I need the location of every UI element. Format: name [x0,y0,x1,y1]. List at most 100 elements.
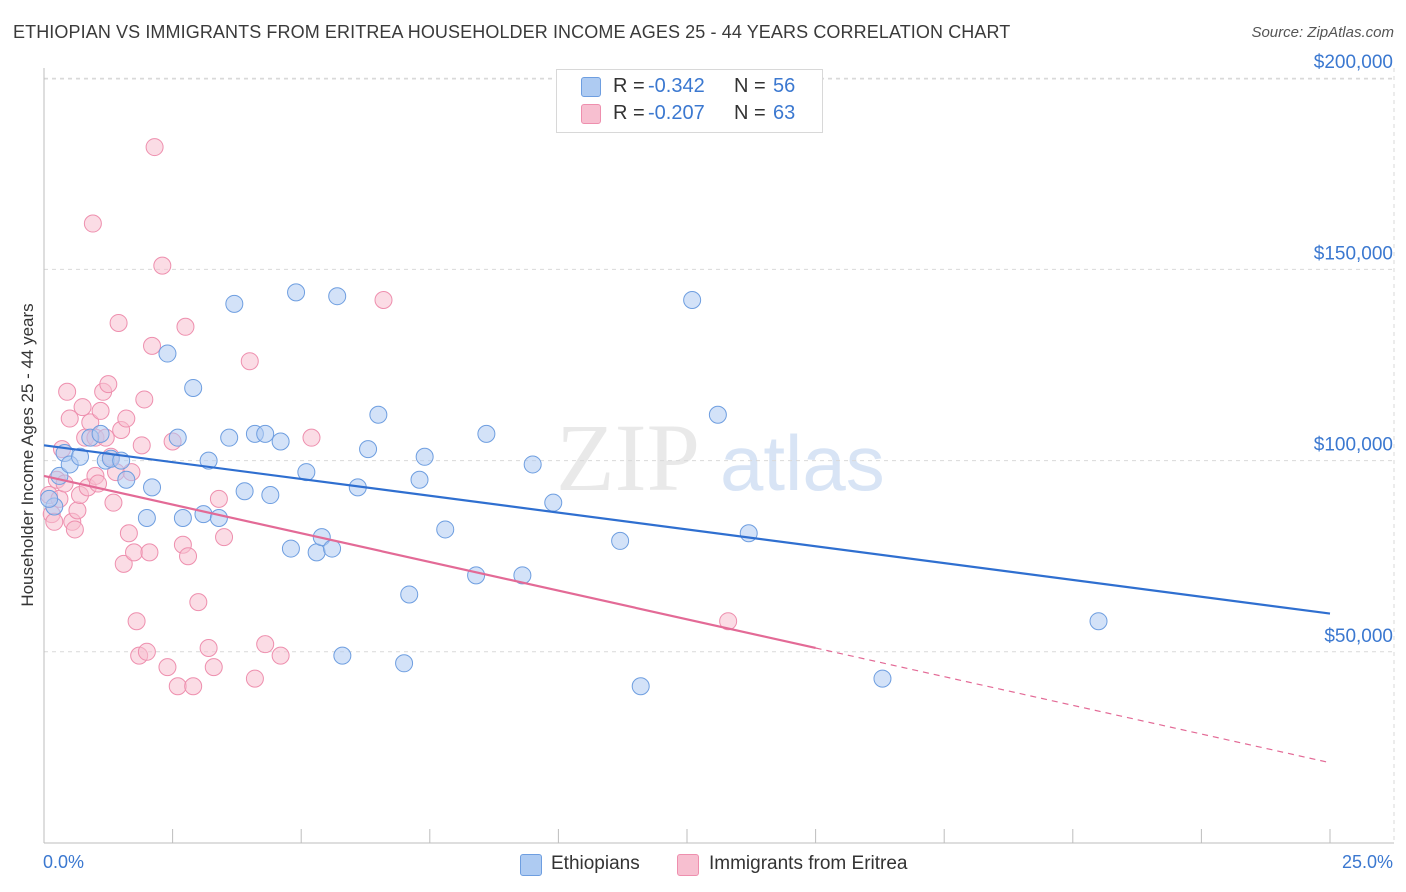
y-tick-label: $100,000 [1314,435,1393,456]
data-point-eritrea [209,489,228,508]
legend-n-label: N = [734,75,766,97]
data-point-ethiopian [467,566,486,585]
y-tick-labels: $50,000 $100,000 $150,000 $200,000 [1314,52,1393,647]
data-point-eritrea [45,512,64,531]
data-point-ethiopian [71,447,90,466]
data-point-eritrea [374,291,393,310]
legend-row-eritrea: R = -0.207 N = 63 [557,101,822,127]
data-point-ethiopian [359,440,378,459]
data-point-eritrea [125,543,144,562]
data-point-ethiopian [271,432,290,451]
data-point-ethiopian [544,493,563,512]
data-point-ethiopian [631,677,650,696]
data-point-eritrea [240,352,259,371]
source-attribution: Source: ZipAtlas.com [1251,24,1394,41]
data-point-ethiopian [611,531,630,550]
data-point-ethiopian [235,482,254,501]
trend-lines [43,444,1331,764]
data-point-eritrea [117,409,136,428]
data-point-ethiopian [209,508,228,527]
data-point-ethiopian [1089,612,1108,631]
data-point-eritrea [99,375,118,394]
legend-r-value: -0.342 [648,75,705,97]
watermark-atlas: atlas [720,419,885,507]
data-point-eritrea [140,543,159,562]
data-point-ethiopian [400,585,419,604]
data-point-eritrea [65,520,84,539]
y-tick-label: $200,000 [1314,52,1393,73]
data-point-ethiopian [333,646,352,665]
series-legend: Ethiopians Immigrants from Eritrea [0,852,1406,876]
data-point-eritrea [127,612,146,631]
legend-n-value: 56 [773,75,796,97]
data-point-eritrea [153,256,172,275]
data-point-eritrea [114,554,133,573]
legend-label-ethiopians: Ethiopians [551,853,640,874]
data-point-eritrea [91,401,110,420]
data-point-ethiopian [158,344,177,363]
data-point-ethiopian [328,287,347,306]
data-point-ethiopian [287,283,306,302]
data-point-ethiopian [683,291,702,310]
data-point-ethiopian [477,424,496,443]
data-point-eritrea [68,501,87,520]
data-point-ethiopian [281,539,300,558]
data-point-eritrea [109,313,128,332]
data-point-ethiopian [194,505,213,524]
legend-swatch-eritrea [677,854,699,876]
data-point-ethiopian [436,520,455,539]
data-point-eritrea [302,428,321,447]
data-point-ethiopian [143,478,162,497]
axes [43,68,1394,844]
data-point-eritrea [168,677,187,696]
data-point-ethiopian [168,428,187,447]
data-point-ethiopian [117,470,136,489]
data-point-eritrea [60,409,79,428]
legend-swatch-ethiopians [520,854,542,876]
data-point-eritrea [245,669,264,688]
y-tick-label: $50,000 [1324,626,1393,647]
data-point-ethiopian [220,428,239,447]
legend-label-eritrea: Immigrants from Eritrea [709,853,908,874]
data-point-ethiopian [410,470,429,489]
data-point-eritrea [199,638,218,657]
gridlines [44,68,1395,843]
data-point-ethiopian [225,294,244,313]
data-point-eritrea [83,214,102,233]
data-point-eritrea [719,612,738,631]
x-tick-label-max: 25.0% [1341,852,1393,872]
data-point-eritrea [256,635,275,654]
data-point-ethiopian [369,405,388,424]
data-point-eritrea [215,528,234,547]
legend-swatch-pink [581,104,601,124]
data-point-eritrea [137,642,156,661]
legend-n-value: 63 [773,102,796,124]
y-tick-label: $150,000 [1314,243,1393,264]
trend-line-eritrea [43,474,816,650]
data-point-eritrea [104,493,123,512]
data-point-ethiopian [873,669,892,688]
correlation-legend: R = -0.342 N = 56 R = -0.207 N = 63 [556,69,823,133]
data-point-ethiopian [307,543,326,562]
data-point-eritrea [135,390,154,409]
data-point-eritrea [158,658,177,677]
data-point-eritrea [132,436,151,455]
data-point-ethiopian [395,654,414,673]
data-point-ethiopian [256,424,275,443]
data-point-eritrea [145,138,164,157]
data-point-eritrea [184,677,203,696]
watermark-zip: ZIP [556,404,700,511]
data-point-eritrea [204,658,223,677]
chart-title: ETHIOPIAN VS IMMIGRANTS FROM ERITREA HOU… [13,22,1011,42]
data-point-ethiopian [137,508,156,527]
legend-swatch-blue [581,77,601,97]
series-ethiopians [40,283,1108,696]
legend-r-value: -0.207 [648,102,705,124]
data-point-ethiopian [261,486,280,505]
legend-row-ethiopians: R = -0.342 N = 56 [557,74,822,100]
data-point-ethiopian [415,447,434,466]
data-point-eritrea [143,336,162,355]
watermark: ZIP atlas [556,404,885,511]
data-point-eritrea [119,524,138,543]
